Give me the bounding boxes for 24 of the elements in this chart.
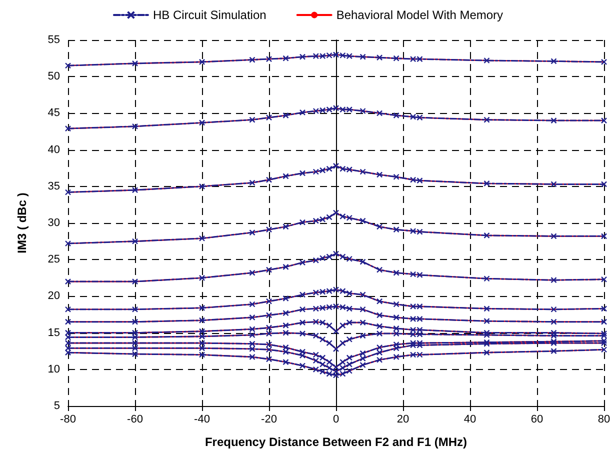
y-tick-label: 5 [54, 400, 60, 412]
y-tick-label: 35 [48, 180, 60, 192]
y-tick-label: 25 [48, 254, 60, 266]
y-axis-title: IM3 ( dBc ) [15, 192, 29, 254]
y-tick-label: 10 [48, 363, 60, 376]
x-tick-label: 20 [396, 414, 410, 426]
legend-label: Behavioral Model With Memory [336, 8, 504, 22]
y-tick-label: 30 [48, 217, 60, 229]
x-tick-label: -20 [261, 414, 277, 426]
x-tick-label: 40 [464, 414, 476, 426]
y-tick-label: 20 [48, 290, 60, 302]
y-tick-label: 55 [48, 34, 60, 46]
x-tick-label: 0 [332, 414, 340, 426]
y-tick-label: 40 [48, 144, 60, 156]
x-tick-label: 60 [530, 414, 544, 426]
y-tick-label: 50 [48, 70, 60, 83]
y-tick-label: 15 [48, 326, 60, 339]
x-tick-label: 80 [598, 414, 610, 426]
legend-label: HB Circuit Simulation [152, 8, 266, 22]
x-axis-title: Frequency Distance Between F2 and F1 (MHz) [204, 435, 468, 449]
x-tick-label: -40 [194, 414, 210, 426]
y-tick-label: 45 [48, 107, 60, 120]
x-tick-label: -80 [60, 414, 76, 426]
x-tick-label: -60 [127, 414, 143, 426]
